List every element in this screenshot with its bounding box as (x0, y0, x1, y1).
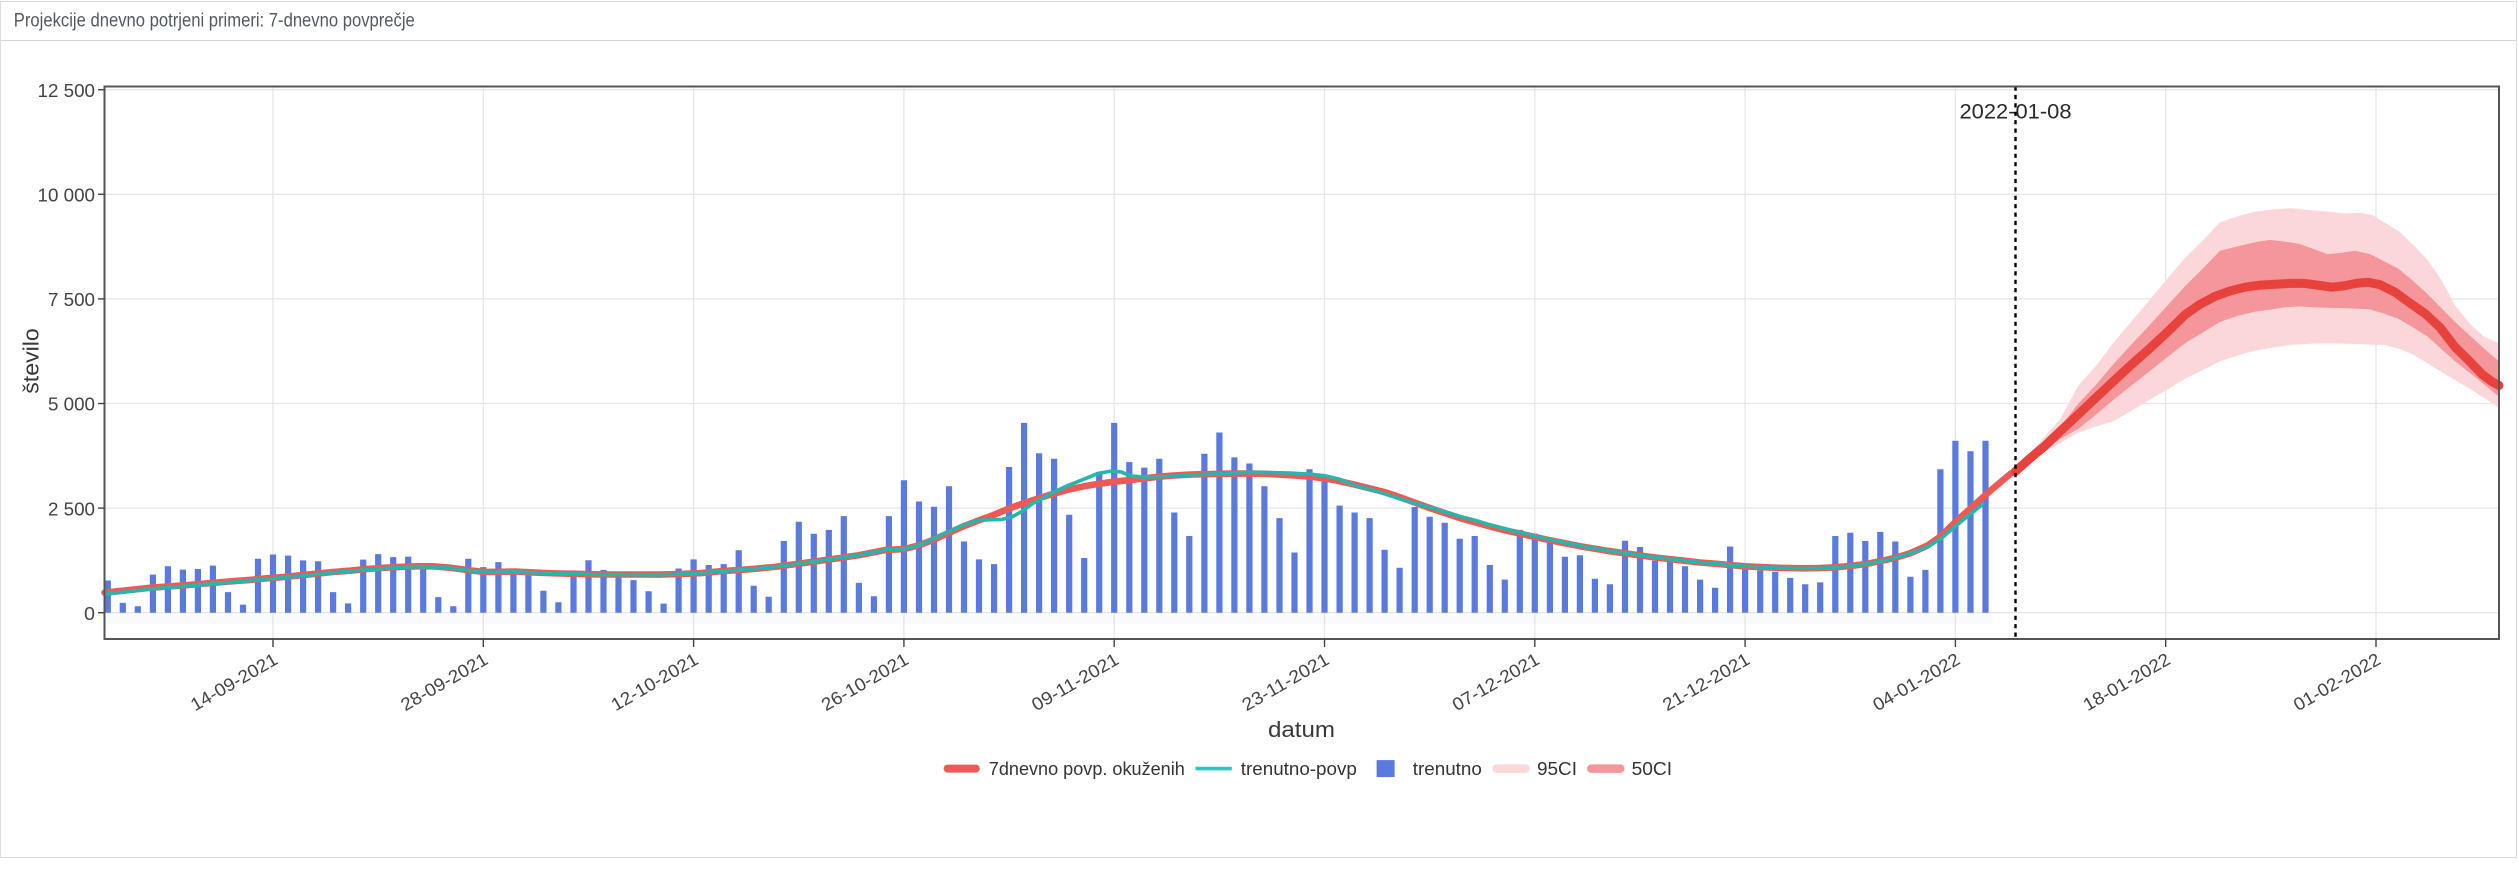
svg-text:12 500: 12 500 (38, 81, 96, 101)
svg-text:datum: datum (1268, 717, 1335, 742)
svg-text:2022-01-08: 2022-01-08 (1960, 101, 2072, 124)
svg-text:število: število (19, 328, 44, 394)
svg-text:trenutno: trenutno (1413, 759, 1482, 779)
svg-text:50CI: 50CI (1632, 759, 1673, 779)
svg-text:10 000: 10 000 (38, 186, 96, 206)
svg-text:95CI: 95CI (1537, 759, 1577, 779)
svg-text:0: 0 (84, 604, 95, 624)
svg-text:7dnevno povp. okuženih: 7dnevno povp. okuženih (989, 759, 1185, 779)
svg-text:trenutno-povp: trenutno-povp (1241, 759, 1357, 779)
svg-text:7 500: 7 500 (48, 290, 95, 310)
svg-text:2 500: 2 500 (48, 499, 95, 519)
svg-text:Projekcije dnevno potrjeni pri: Projekcije dnevno potrjeni primeri: 7-dn… (14, 11, 415, 32)
svg-text:5 000: 5 000 (48, 395, 95, 415)
